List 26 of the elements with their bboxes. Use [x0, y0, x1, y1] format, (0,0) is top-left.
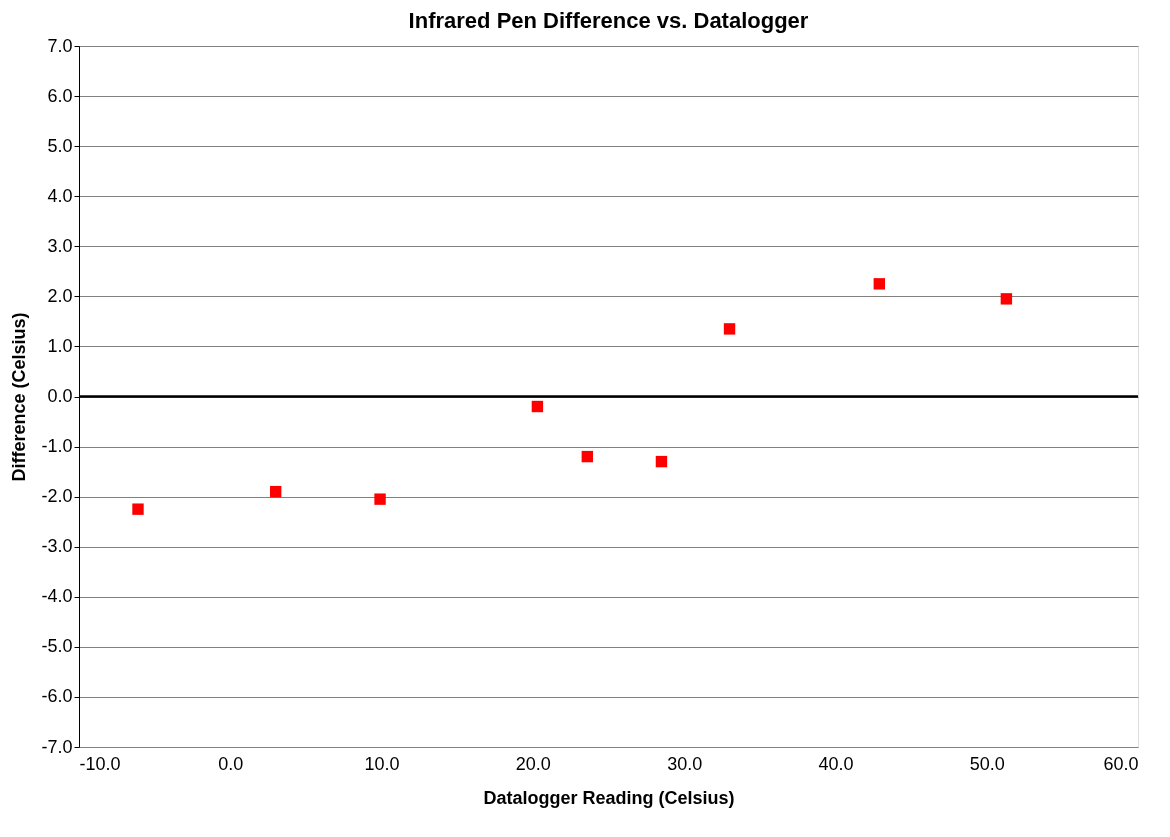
x-tick-label: 40.0	[818, 753, 854, 774]
y-tick-label: -4.0	[41, 586, 73, 607]
x-tick-label: 20.0	[515, 753, 551, 774]
y-axis-title: Difference (Celsius)	[9, 312, 30, 482]
y-tick-label: -5.0	[41, 636, 73, 657]
y-tick-label: -2.0	[41, 486, 73, 507]
chart-title: Infrared Pen Difference vs. Datalogger	[408, 8, 809, 33]
x-tick-label: -10.0	[79, 753, 121, 774]
y-tick-label: 6.0	[47, 85, 73, 106]
y-tick-label: -7.0	[41, 736, 73, 757]
y-tick-label: 2.0	[47, 285, 73, 306]
x-tick-label: 30.0	[667, 753, 703, 774]
y-tick-label: 5.0	[47, 135, 73, 156]
y-tick-label: 3.0	[47, 235, 73, 256]
y-tick-label: 7.0	[47, 35, 73, 56]
x-tick-label: 50.0	[969, 753, 1005, 774]
x-tick-label: 60.0	[1103, 753, 1139, 774]
x-tick-label: 0.0	[218, 753, 244, 774]
y-tick-label: 0.0	[47, 386, 73, 406]
y-tick-label: 1.0	[47, 335, 73, 356]
x-axis-title: Datalogger Reading (Celsius)	[483, 787, 735, 808]
y-tick-label: 4.0	[47, 185, 73, 206]
y-tick-label: -1.0	[41, 436, 73, 457]
x-tick-label: 10.0	[364, 753, 400, 774]
y-tick-label: -6.0	[41, 686, 73, 707]
y-tick-label: -3.0	[41, 536, 73, 557]
